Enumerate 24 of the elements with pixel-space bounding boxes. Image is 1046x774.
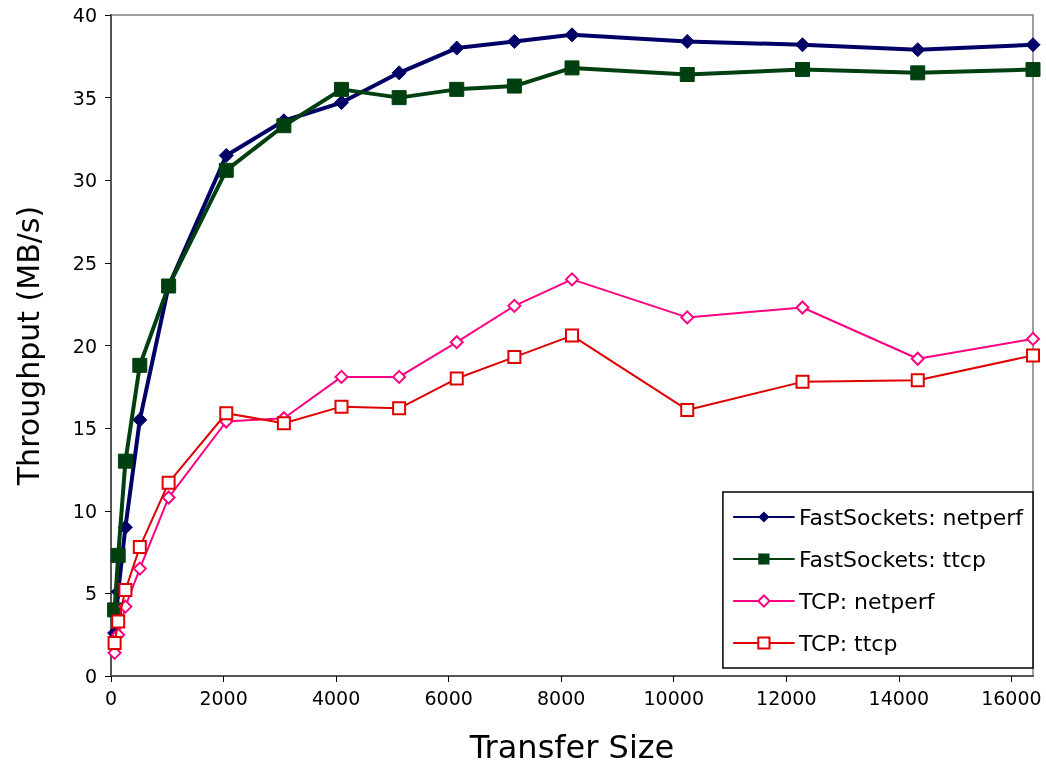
y-tick-label: 15 bbox=[72, 417, 97, 440]
y-tick-label: 40 bbox=[72, 4, 97, 26]
legend-label: TCP: ttcp bbox=[797, 630, 898, 656]
x-axis-title: Transfer Size bbox=[468, 728, 675, 766]
y-tick-label: 30 bbox=[72, 169, 97, 192]
x-tick-label: 8000 bbox=[537, 686, 586, 709]
legend-label: FastSockets: netperf bbox=[798, 504, 1025, 530]
x-tick-label: 4000 bbox=[311, 686, 361, 709]
x-tick-label: 16000 bbox=[981, 686, 1042, 709]
x-tick-label: 6000 bbox=[424, 686, 473, 709]
y-axis-title: Throughput (MB/s) bbox=[10, 205, 46, 487]
x-tick-label: 14000 bbox=[868, 686, 930, 709]
x-tick-label: 10000 bbox=[643, 686, 704, 709]
y-tick-label: 35 bbox=[72, 86, 97, 109]
y-tick-label: 20 bbox=[72, 334, 97, 357]
y-tick-label: 0 bbox=[84, 665, 97, 687]
legend-label: FastSockets: ttcp bbox=[798, 546, 986, 572]
y-tick-label: 10 bbox=[72, 499, 97, 522]
x-tick-label: 2000 bbox=[199, 686, 248, 709]
y-tick-label: 25 bbox=[72, 251, 97, 274]
x-tick-label: 0 bbox=[104, 686, 118, 709]
x-tick-label: 12000 bbox=[756, 686, 817, 709]
legend-label: TCP: netperf bbox=[797, 588, 936, 614]
y-tick-label: 5 bbox=[84, 582, 97, 605]
